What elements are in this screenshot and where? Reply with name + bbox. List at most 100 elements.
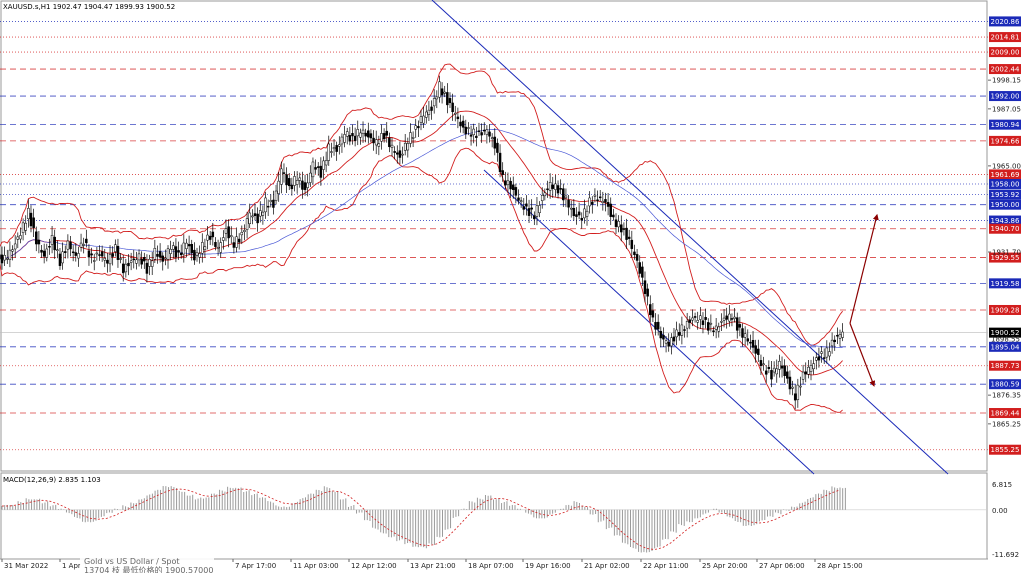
candle-body (443, 91, 446, 94)
price-label: 1887.73 (991, 362, 1020, 370)
price-label: 1953.92 (991, 191, 1020, 199)
candle-body (672, 336, 676, 342)
price-label-box (989, 304, 1021, 315)
candle-body (788, 376, 792, 390)
candle-body (770, 370, 773, 380)
candle-body (564, 195, 568, 199)
candle-body (169, 248, 172, 254)
candle-body (306, 182, 309, 188)
candle-body (836, 334, 839, 337)
price-label: 1943.86 (991, 217, 1020, 225)
candle-body (132, 258, 136, 261)
candle-body (638, 262, 641, 274)
candle-body (137, 253, 141, 261)
candle-body (482, 129, 486, 132)
candle-body (620, 224, 623, 233)
candle-body (311, 161, 315, 178)
candle-body (764, 370, 768, 375)
candle-body (201, 242, 204, 254)
candle-body (269, 200, 273, 203)
candle-body (235, 236, 238, 248)
channel-lower-line (483, 169, 815, 475)
candle-body (114, 244, 117, 252)
price-label-box (989, 215, 1021, 226)
candle-body (374, 139, 378, 146)
candle-body (364, 132, 367, 137)
candle-body (509, 180, 512, 190)
candle-body (717, 326, 721, 332)
candle-body (69, 241, 72, 250)
candle-body (145, 262, 149, 274)
candle-body (280, 168, 283, 185)
candle-body (40, 249, 43, 253)
candle-body (546, 188, 549, 191)
candle-body (172, 245, 175, 250)
candle-body (0, 254, 4, 264)
candle-body (685, 321, 689, 329)
candle-body (459, 121, 462, 127)
candle-body (815, 357, 818, 361)
candle-body (533, 215, 536, 220)
price-label-box (989, 444, 1021, 455)
candle-body (182, 242, 186, 255)
candle-body (140, 258, 143, 265)
candle-body (475, 135, 478, 138)
candle-body (662, 334, 665, 340)
candle-body (799, 385, 802, 388)
arrow-down (849, 323, 876, 387)
candle-body (585, 210, 589, 217)
candle-body (230, 235, 233, 238)
candle-body (198, 253, 201, 258)
candle-body (591, 201, 594, 205)
candle-body (119, 258, 122, 260)
price-labels: 2020.86 2014.81 2009.00 2002.44 1992.00 1980.… (989, 16, 1021, 455)
candle-body (778, 360, 781, 370)
x-tick-label: 31 Mar 2022 (4, 562, 48, 570)
candle-body (659, 330, 663, 339)
candle-body (767, 366, 771, 369)
candle-body (656, 321, 660, 330)
candle-body (298, 177, 302, 181)
candle-body (253, 213, 257, 216)
current-price-secondary: 1898.55 (991, 336, 1020, 344)
macd-tick-label: 0.00 (992, 507, 1008, 515)
price-label-box (989, 199, 1021, 210)
price-label: 1880.59 (991, 381, 1020, 389)
candle-body (343, 134, 346, 143)
candle-body (830, 339, 834, 347)
candle-body (158, 251, 162, 258)
candle-body (82, 244, 85, 246)
candle-body (630, 239, 634, 249)
overlay-subtitle: 13704 枝 最低价格的 1900.57000 (84, 565, 213, 573)
candle-body (338, 144, 341, 147)
candle-body (651, 310, 655, 318)
candle-body (143, 257, 146, 262)
candle-body (741, 328, 744, 338)
candle-body (722, 317, 726, 321)
candle-body (314, 167, 317, 170)
candle-body (156, 254, 159, 257)
x-tick-label: 22 Apr 11:00 (643, 562, 689, 570)
price-label: 2009.00 (991, 49, 1020, 57)
candle-body (448, 98, 452, 104)
candle-body (688, 319, 692, 323)
candle-body (42, 250, 46, 257)
x-tick-label: 1 Apr 1 (62, 562, 87, 570)
candle-body (714, 325, 718, 330)
price-label: 2014.81 (991, 34, 1020, 42)
candle-body (61, 251, 64, 264)
candle-body (440, 88, 444, 96)
price-label: 1929.55 (991, 254, 1020, 262)
price-label: 1974.66 (991, 137, 1020, 145)
candle-body (58, 253, 62, 266)
price-label: 1895.04 (991, 343, 1020, 351)
candle-body (535, 205, 539, 217)
y-tick-label: 1931.70 (992, 249, 1021, 257)
candle-body (390, 144, 394, 148)
candle-body (214, 242, 217, 247)
candle-body (696, 320, 699, 323)
candle-body (340, 136, 344, 145)
candle-body (401, 153, 404, 156)
candle-body (738, 324, 742, 328)
candle-body (485, 129, 489, 135)
